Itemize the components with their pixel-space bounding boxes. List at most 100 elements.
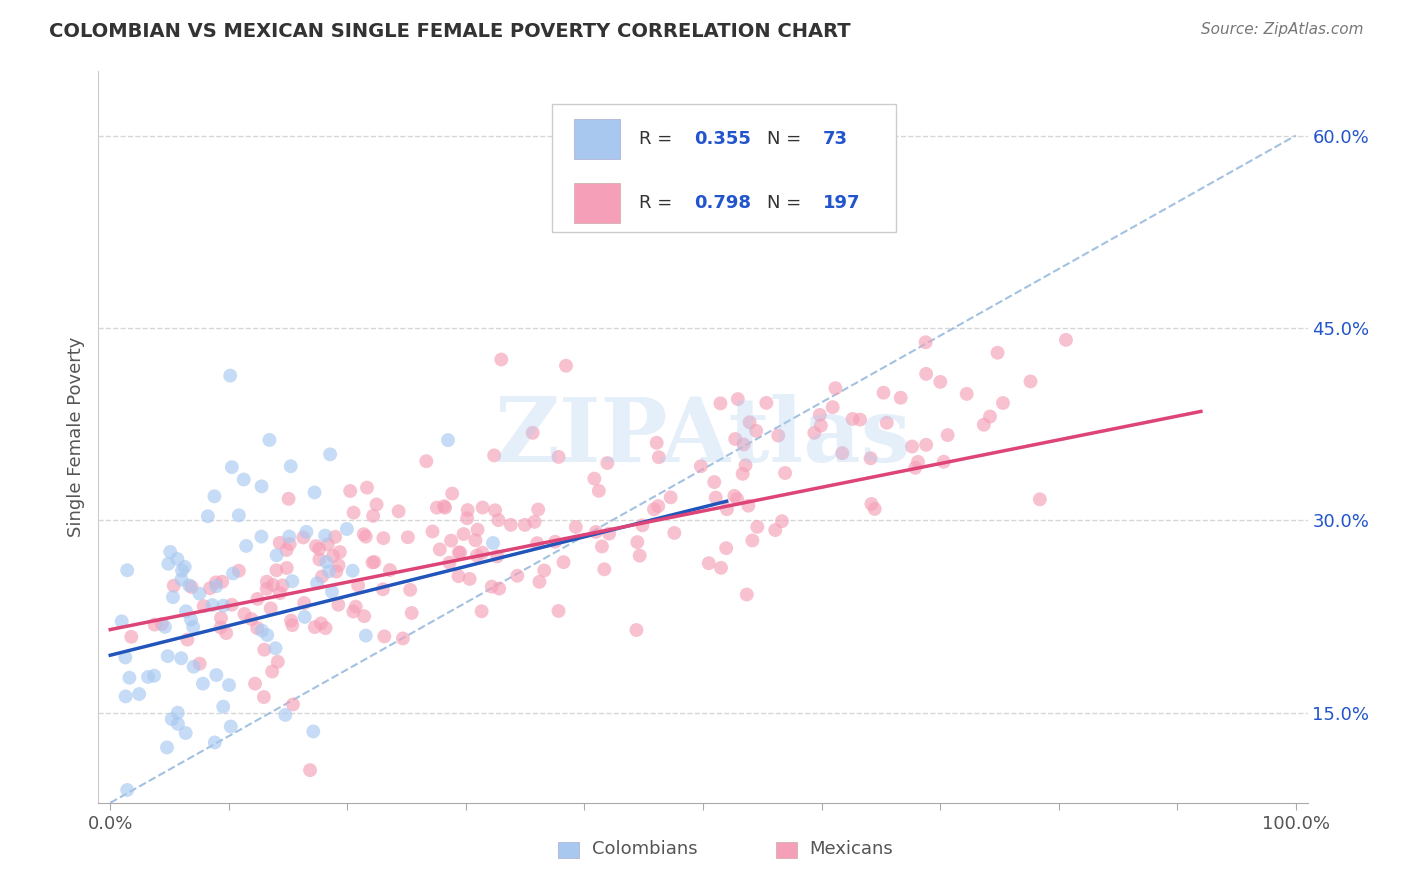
Point [488, 513, 510, 527]
Point [170, 564, 193, 578]
Point [188, 586, 211, 600]
Point [309, 616, 332, 631]
Point [745, 424, 768, 438]
Point [465, 549, 488, 563]
Point [308, 541, 330, 556]
Point [156, 740, 179, 755]
Point [280, 614, 302, 628]
Point [378, 563, 401, 577]
Point [304, 620, 326, 634]
Point [170, 573, 193, 587]
Point [547, 604, 569, 618]
Point [724, 432, 747, 446]
Point [292, 596, 315, 610]
Point [392, 632, 415, 646]
Point [162, 590, 184, 604]
Point [904, 460, 927, 475]
Point [246, 621, 269, 635]
Point [714, 541, 737, 556]
Point [328, 598, 350, 612]
Point [269, 586, 291, 600]
Point [271, 578, 294, 592]
Point [824, 381, 846, 395]
Text: COLOMBIAN VS MEXICAN SINGLE FEMALE POVERTY CORRELATION CHART: COLOMBIAN VS MEXICAN SINGLE FEMALE POVER… [49, 22, 851, 41]
Point [768, 428, 790, 442]
Point [849, 412, 872, 426]
Point [253, 642, 276, 657]
Point [697, 556, 720, 570]
Point [513, 517, 536, 532]
Point [371, 582, 394, 597]
Point [401, 606, 423, 620]
Point [159, 545, 181, 559]
Point [453, 527, 475, 541]
Point [322, 549, 344, 563]
Point [727, 392, 749, 406]
Point [471, 604, 494, 618]
Point [482, 536, 505, 550]
Point [191, 676, 214, 690]
Point [755, 396, 778, 410]
Point [176, 632, 198, 647]
Point [915, 438, 938, 452]
Point [228, 508, 250, 523]
Point [373, 629, 395, 643]
Text: N =: N = [768, 194, 807, 212]
Point [890, 391, 912, 405]
Point [486, 549, 509, 564]
Point [626, 623, 648, 637]
Y-axis label: Single Female Poverty: Single Female Poverty [66, 337, 84, 537]
Point [396, 530, 419, 544]
Point [770, 514, 793, 528]
Text: R =: R = [638, 130, 678, 148]
Point [211, 574, 233, 589]
Point [342, 605, 364, 619]
Point [198, 581, 221, 595]
Point [773, 466, 796, 480]
Point [734, 458, 756, 473]
Text: 73: 73 [823, 130, 848, 148]
FancyBboxPatch shape [551, 104, 897, 232]
Point [808, 408, 831, 422]
Point [120, 630, 142, 644]
Point [716, 502, 738, 516]
Point [163, 579, 186, 593]
Point [167, 717, 190, 731]
Point [276, 561, 298, 575]
Point [361, 508, 384, 523]
Point [259, 433, 281, 447]
FancyBboxPatch shape [776, 842, 797, 858]
Text: N =: N = [768, 130, 807, 148]
Point [631, 518, 654, 533]
Point [180, 580, 202, 594]
Point [422, 524, 444, 539]
Point [267, 655, 290, 669]
Point [299, 763, 322, 777]
Point [278, 537, 301, 551]
FancyBboxPatch shape [574, 183, 620, 223]
Point [276, 543, 298, 558]
Point [648, 450, 671, 465]
Point [664, 525, 686, 540]
Point [339, 483, 361, 498]
Point [689, 459, 711, 474]
Point [626, 535, 648, 549]
Point [307, 576, 329, 591]
Point [179, 578, 201, 592]
Point [860, 497, 883, 511]
Point [143, 617, 166, 632]
Point [841, 412, 863, 426]
Point [328, 558, 350, 573]
Point [529, 574, 551, 589]
Point [1029, 492, 1052, 507]
Point [747, 520, 769, 534]
Point [325, 565, 347, 579]
Point [733, 437, 755, 451]
Point [415, 454, 437, 468]
Point [166, 552, 188, 566]
Point [437, 433, 460, 447]
Point [872, 385, 894, 400]
Point [1054, 333, 1077, 347]
Point [533, 564, 555, 578]
Point [114, 650, 136, 665]
